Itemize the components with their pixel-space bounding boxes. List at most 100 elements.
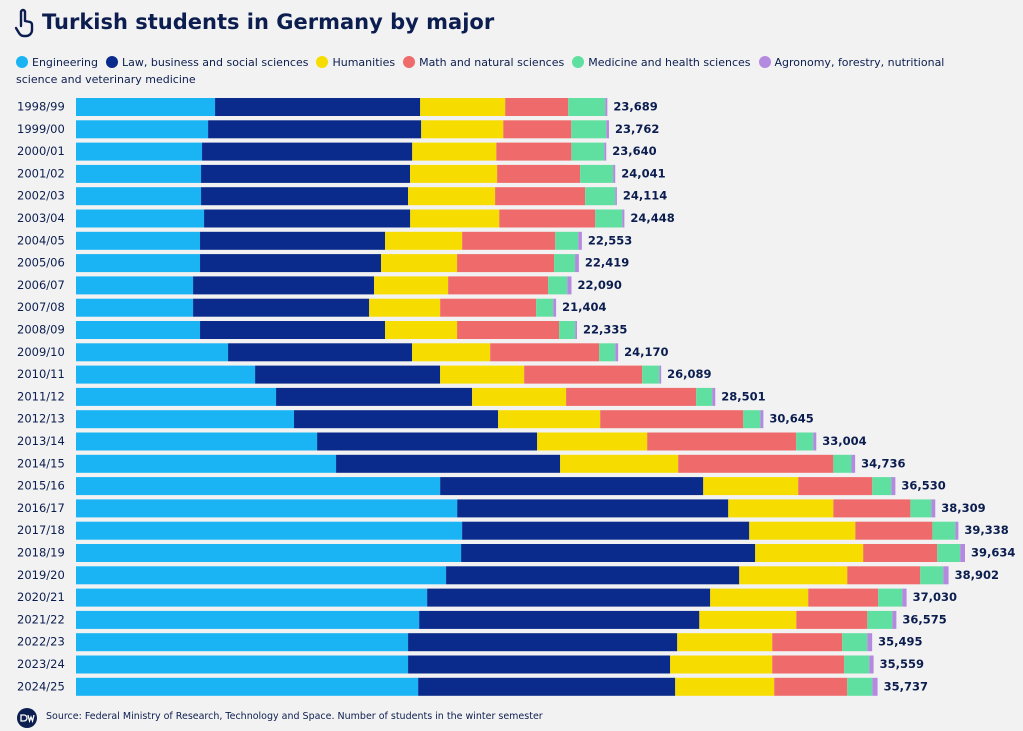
bar-segment bbox=[419, 610, 700, 629]
bar-segment bbox=[902, 588, 907, 607]
total-label: 39,634 bbox=[971, 546, 1015, 560]
y-tick-label: 2004/05 bbox=[17, 233, 65, 247]
bar-segment bbox=[412, 343, 491, 362]
bar-segment bbox=[228, 343, 413, 362]
legend-item: Agronomy, forestry, nutritional science … bbox=[16, 56, 944, 86]
bar-segment bbox=[193, 298, 370, 317]
bar-segment bbox=[374, 276, 449, 295]
bar-segment bbox=[76, 610, 420, 629]
y-tick-label: 2011/12 bbox=[17, 389, 65, 403]
bar-segment bbox=[703, 477, 799, 496]
bar-segment bbox=[76, 187, 202, 206]
total-label: 37,030 bbox=[913, 590, 957, 604]
bar-segment bbox=[76, 499, 458, 518]
bar-segment bbox=[76, 655, 409, 674]
bar-segment bbox=[847, 566, 921, 585]
bar-segment bbox=[585, 187, 616, 206]
bar-segment bbox=[427, 588, 711, 607]
bar-segment bbox=[554, 254, 576, 273]
bar-segment bbox=[497, 164, 581, 183]
total-label: 22,419 bbox=[585, 256, 629, 270]
bar-segment bbox=[796, 610, 868, 629]
legend-label: Math and natural sciences bbox=[419, 56, 565, 69]
bar-segment bbox=[580, 164, 614, 183]
bar-segment bbox=[418, 677, 676, 696]
bar-segment bbox=[559, 321, 576, 339]
bar-segment bbox=[642, 365, 660, 384]
legend-swatch bbox=[403, 56, 416, 68]
bar-segment bbox=[457, 321, 560, 339]
total-label: 24,448 bbox=[630, 211, 674, 225]
bar-segment bbox=[76, 343, 229, 362]
total-label: 35,559 bbox=[880, 657, 924, 671]
bar-segment bbox=[743, 410, 761, 429]
bar-segment bbox=[490, 343, 600, 362]
bar-segment bbox=[76, 677, 419, 696]
total-label: 23,640 bbox=[612, 144, 656, 158]
y-tick-label: 1999/00 bbox=[17, 122, 65, 136]
bar-segment bbox=[200, 321, 386, 339]
legend-swatch bbox=[316, 56, 329, 68]
legend-swatch bbox=[106, 56, 118, 68]
bar-segment bbox=[872, 477, 892, 496]
legend-item: Law, business and social sciences bbox=[106, 56, 308, 69]
dw-logo bbox=[17, 708, 37, 728]
bar-segment bbox=[76, 432, 318, 451]
bar-segment bbox=[76, 164, 202, 183]
title-icon bbox=[14, 8, 34, 38]
total-label: 30,645 bbox=[769, 412, 813, 426]
bar-segment bbox=[440, 298, 537, 317]
y-tick-label: 2009/10 bbox=[17, 345, 65, 359]
total-label: 24,114 bbox=[623, 189, 667, 203]
bar-segment bbox=[578, 231, 582, 250]
bar-segment bbox=[457, 499, 729, 518]
bar-segment bbox=[553, 298, 557, 317]
bar-segment bbox=[566, 387, 697, 406]
bar-segment bbox=[421, 120, 504, 139]
bar-segment bbox=[867, 633, 873, 652]
bar-segment bbox=[505, 98, 569, 116]
bar-segment bbox=[255, 365, 441, 384]
bar-segment bbox=[851, 454, 856, 473]
bar-segment bbox=[798, 477, 873, 496]
bar-segment bbox=[675, 677, 775, 696]
bar-segment bbox=[420, 98, 506, 116]
bar-segment bbox=[294, 410, 499, 429]
bar-segment bbox=[943, 566, 949, 585]
bar-segment bbox=[408, 633, 678, 652]
bar-segment bbox=[755, 544, 864, 562]
bar-segment bbox=[76, 410, 295, 429]
bar-segment bbox=[571, 120, 607, 139]
bar-segment bbox=[710, 588, 809, 607]
bar-segment bbox=[739, 566, 848, 585]
bar-segment bbox=[457, 254, 555, 273]
bar-segment bbox=[76, 254, 201, 273]
y-tick-label: 2005/06 bbox=[17, 256, 65, 270]
bar-segment bbox=[496, 142, 572, 161]
bar-segment bbox=[76, 544, 462, 562]
y-tick-label: 2023/24 bbox=[17, 657, 65, 671]
bar-segment bbox=[575, 321, 577, 339]
total-label: 24,041 bbox=[621, 166, 665, 180]
total-label: 28,501 bbox=[721, 389, 765, 403]
legend-label: Humanities bbox=[332, 56, 396, 69]
bar-segment bbox=[462, 521, 750, 540]
bar-segment bbox=[670, 655, 773, 674]
bar-segment bbox=[615, 343, 619, 362]
y-tick-label: 2022/23 bbox=[17, 635, 65, 649]
bar-segment bbox=[548, 276, 568, 295]
total-label: 38,902 bbox=[955, 568, 999, 582]
bar-segment bbox=[498, 410, 601, 429]
total-label: 34,736 bbox=[861, 456, 905, 470]
bar-segment bbox=[833, 454, 852, 473]
bar-segment bbox=[615, 187, 617, 206]
y-tick-label: 2019/20 bbox=[17, 568, 65, 582]
legend-swatch bbox=[572, 56, 585, 68]
y-tick-label: 2018/19 bbox=[17, 546, 65, 560]
y-tick-label: 2013/14 bbox=[17, 434, 65, 448]
bar-segment bbox=[931, 499, 936, 518]
legend-item: Medicine and health sciences bbox=[572, 56, 751, 69]
bar-segment bbox=[796, 432, 814, 451]
bar-segment bbox=[808, 588, 879, 607]
